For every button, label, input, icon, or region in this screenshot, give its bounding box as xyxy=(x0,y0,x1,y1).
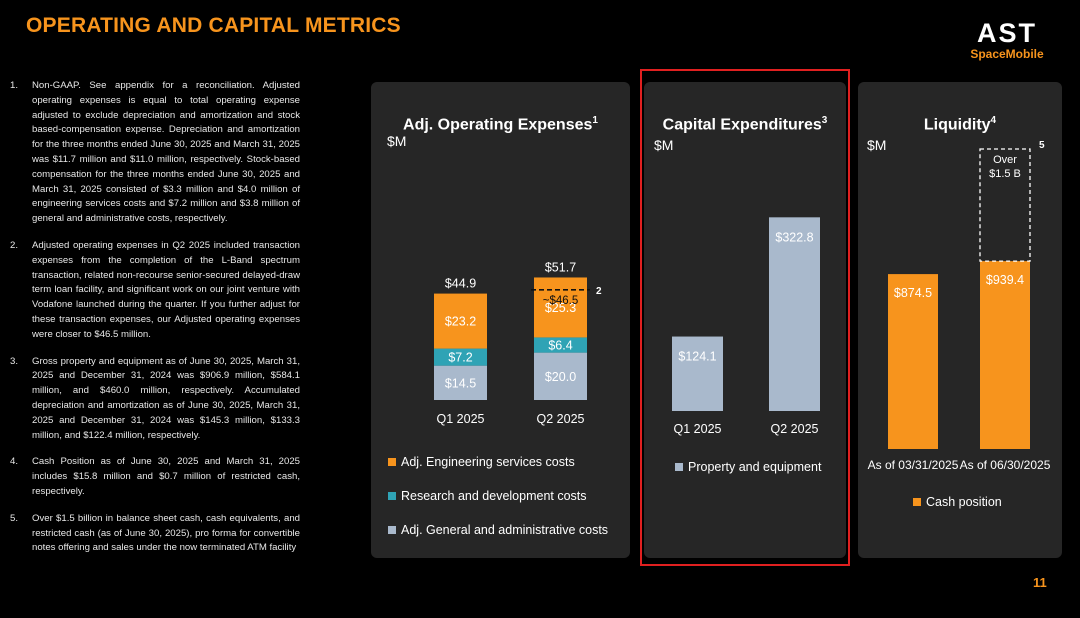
bar-segment xyxy=(534,277,587,338)
footnote-text: Cash Position as of June 30, 2025 and Ma… xyxy=(32,456,300,497)
data-label: $124.1 xyxy=(678,350,716,364)
bar xyxy=(672,336,723,411)
liquidity-title: Liquidity4 xyxy=(923,115,997,134)
data-label: $25.3 xyxy=(545,301,576,315)
data-label: $874.5 xyxy=(894,286,932,300)
page-number: 11 xyxy=(1033,575,1047,590)
data-label: $7.2 xyxy=(448,351,472,365)
footnote-marker: 5 xyxy=(1039,140,1045,151)
footnote-text: Non-GAAP. See appendix for a reconciliat… xyxy=(32,80,300,225)
legend-engineering: Adj. Engineering services costs xyxy=(388,455,575,469)
total-label: $44.9 xyxy=(445,277,476,291)
total-label: $51.7 xyxy=(545,260,576,274)
x-tick-label: Q2 2025 xyxy=(771,422,819,436)
footnote-1: 1. Non-GAAP. See appendix for a reconcil… xyxy=(10,79,300,227)
bar-segment xyxy=(534,352,587,400)
footnote-5: 5. Over $1.5 billion in balance sheet ca… xyxy=(10,512,300,556)
footnote-number: 2. xyxy=(10,239,19,251)
bar-segment xyxy=(434,365,487,400)
liquidity-unit: $M xyxy=(867,137,887,153)
footnote-text: Adjusted operating expenses in Q2 2025 i… xyxy=(32,239,300,340)
legend-property: Property and equipment xyxy=(675,460,821,474)
page-title: OPERATING AND CAPITAL METRICS xyxy=(26,14,401,37)
pro-forma-value: $1.5 B xyxy=(989,168,1021,180)
legend-swatch xyxy=(388,458,396,466)
x-tick-label: Q1 2025 xyxy=(674,422,722,436)
bar-segment xyxy=(434,293,487,349)
footnote-2: 2. Adjusted operating expenses in Q2 202… xyxy=(10,239,300,343)
bar-segment xyxy=(434,348,487,366)
x-tick-label: As of 03/31/2025 xyxy=(868,458,959,472)
bar-segment xyxy=(534,337,587,353)
opex-unit: $M xyxy=(387,133,407,149)
bar xyxy=(769,217,820,411)
legend-research: Research and development costs xyxy=(388,489,587,503)
legend-swatch xyxy=(388,526,396,534)
legend-swatch xyxy=(675,463,683,471)
x-tick-label: Q2 2025 xyxy=(537,412,585,426)
company-logo: AST SpaceMobile xyxy=(964,18,1050,62)
data-label: $14.5 xyxy=(445,376,476,390)
logo-subtitle: SpaceMobile xyxy=(970,47,1044,61)
legend-swatch xyxy=(913,498,921,506)
data-label: $6.4 xyxy=(548,339,572,353)
footnote-number: 1. xyxy=(10,80,19,91)
liquidity-panel: Liquidity4 $M $874.5 As of 03/31/2025 $939… xyxy=(858,82,1062,558)
footnote-number: 5. xyxy=(10,512,19,524)
data-label: $939.4 xyxy=(986,273,1024,287)
footnote-number: 3. xyxy=(10,355,19,367)
x-tick-label: As of 06/30/2025 xyxy=(960,458,1051,472)
pro-forma-box xyxy=(979,148,1031,262)
bar xyxy=(980,261,1030,449)
x-tick-label: Q1 2025 xyxy=(437,412,485,426)
footnote-3: 3. Gross property and equipment as of Ju… xyxy=(10,355,300,444)
capex-unit: $M xyxy=(654,137,674,153)
footnote-4: 4. Cash Position as of June 30, 2025 and… xyxy=(10,455,300,499)
capex-panel: Capital Expenditures3 $M $124.1 Q1 2025 $3… xyxy=(644,82,846,558)
legend-cash: Cash position xyxy=(913,495,1002,509)
footnote-number: 4. xyxy=(10,456,19,468)
capex-title: Capital Expenditures3 xyxy=(662,115,828,134)
data-label: $20.0 xyxy=(545,370,576,384)
adjusted-label: ~$46.5 xyxy=(543,295,579,307)
liquidity-chart: $874.5 As of 03/31/2025 $939.4 As of 06/30/… xyxy=(868,140,1051,472)
opex-panel: Adj. Operating Expenses1 $M $14.5 $7.2 $23… xyxy=(371,82,630,558)
pro-forma-label: Over xyxy=(993,154,1017,166)
capex-highlight-box xyxy=(640,69,850,566)
legend-swatch xyxy=(388,492,396,500)
bar xyxy=(888,274,938,449)
opex-title: Adj. Operating Expenses1 xyxy=(403,115,598,134)
legend-general-admin: Adj. General and administrative costs xyxy=(388,523,608,537)
footnotes: 1. Non-GAAP. See appendix for a reconcil… xyxy=(10,79,300,556)
logo-wordmark: AST xyxy=(977,18,1037,48)
opex-chart: $14.5 $7.2 $23.2 $44.9 Q1 2025 $20.0 $6.4 $25.3… xyxy=(434,260,602,426)
data-label: $23.2 xyxy=(445,315,476,329)
footnote-text: Over $1.5 billion in balance sheet cash,… xyxy=(32,512,300,554)
data-label: $322.8 xyxy=(775,230,813,244)
footnote-text: Gross property and equipment as of June … xyxy=(32,355,300,441)
footnote-marker: 2 xyxy=(596,286,602,297)
capex-chart: $124.1 Q1 2025 $322.8 Q2 2025 xyxy=(672,217,820,436)
